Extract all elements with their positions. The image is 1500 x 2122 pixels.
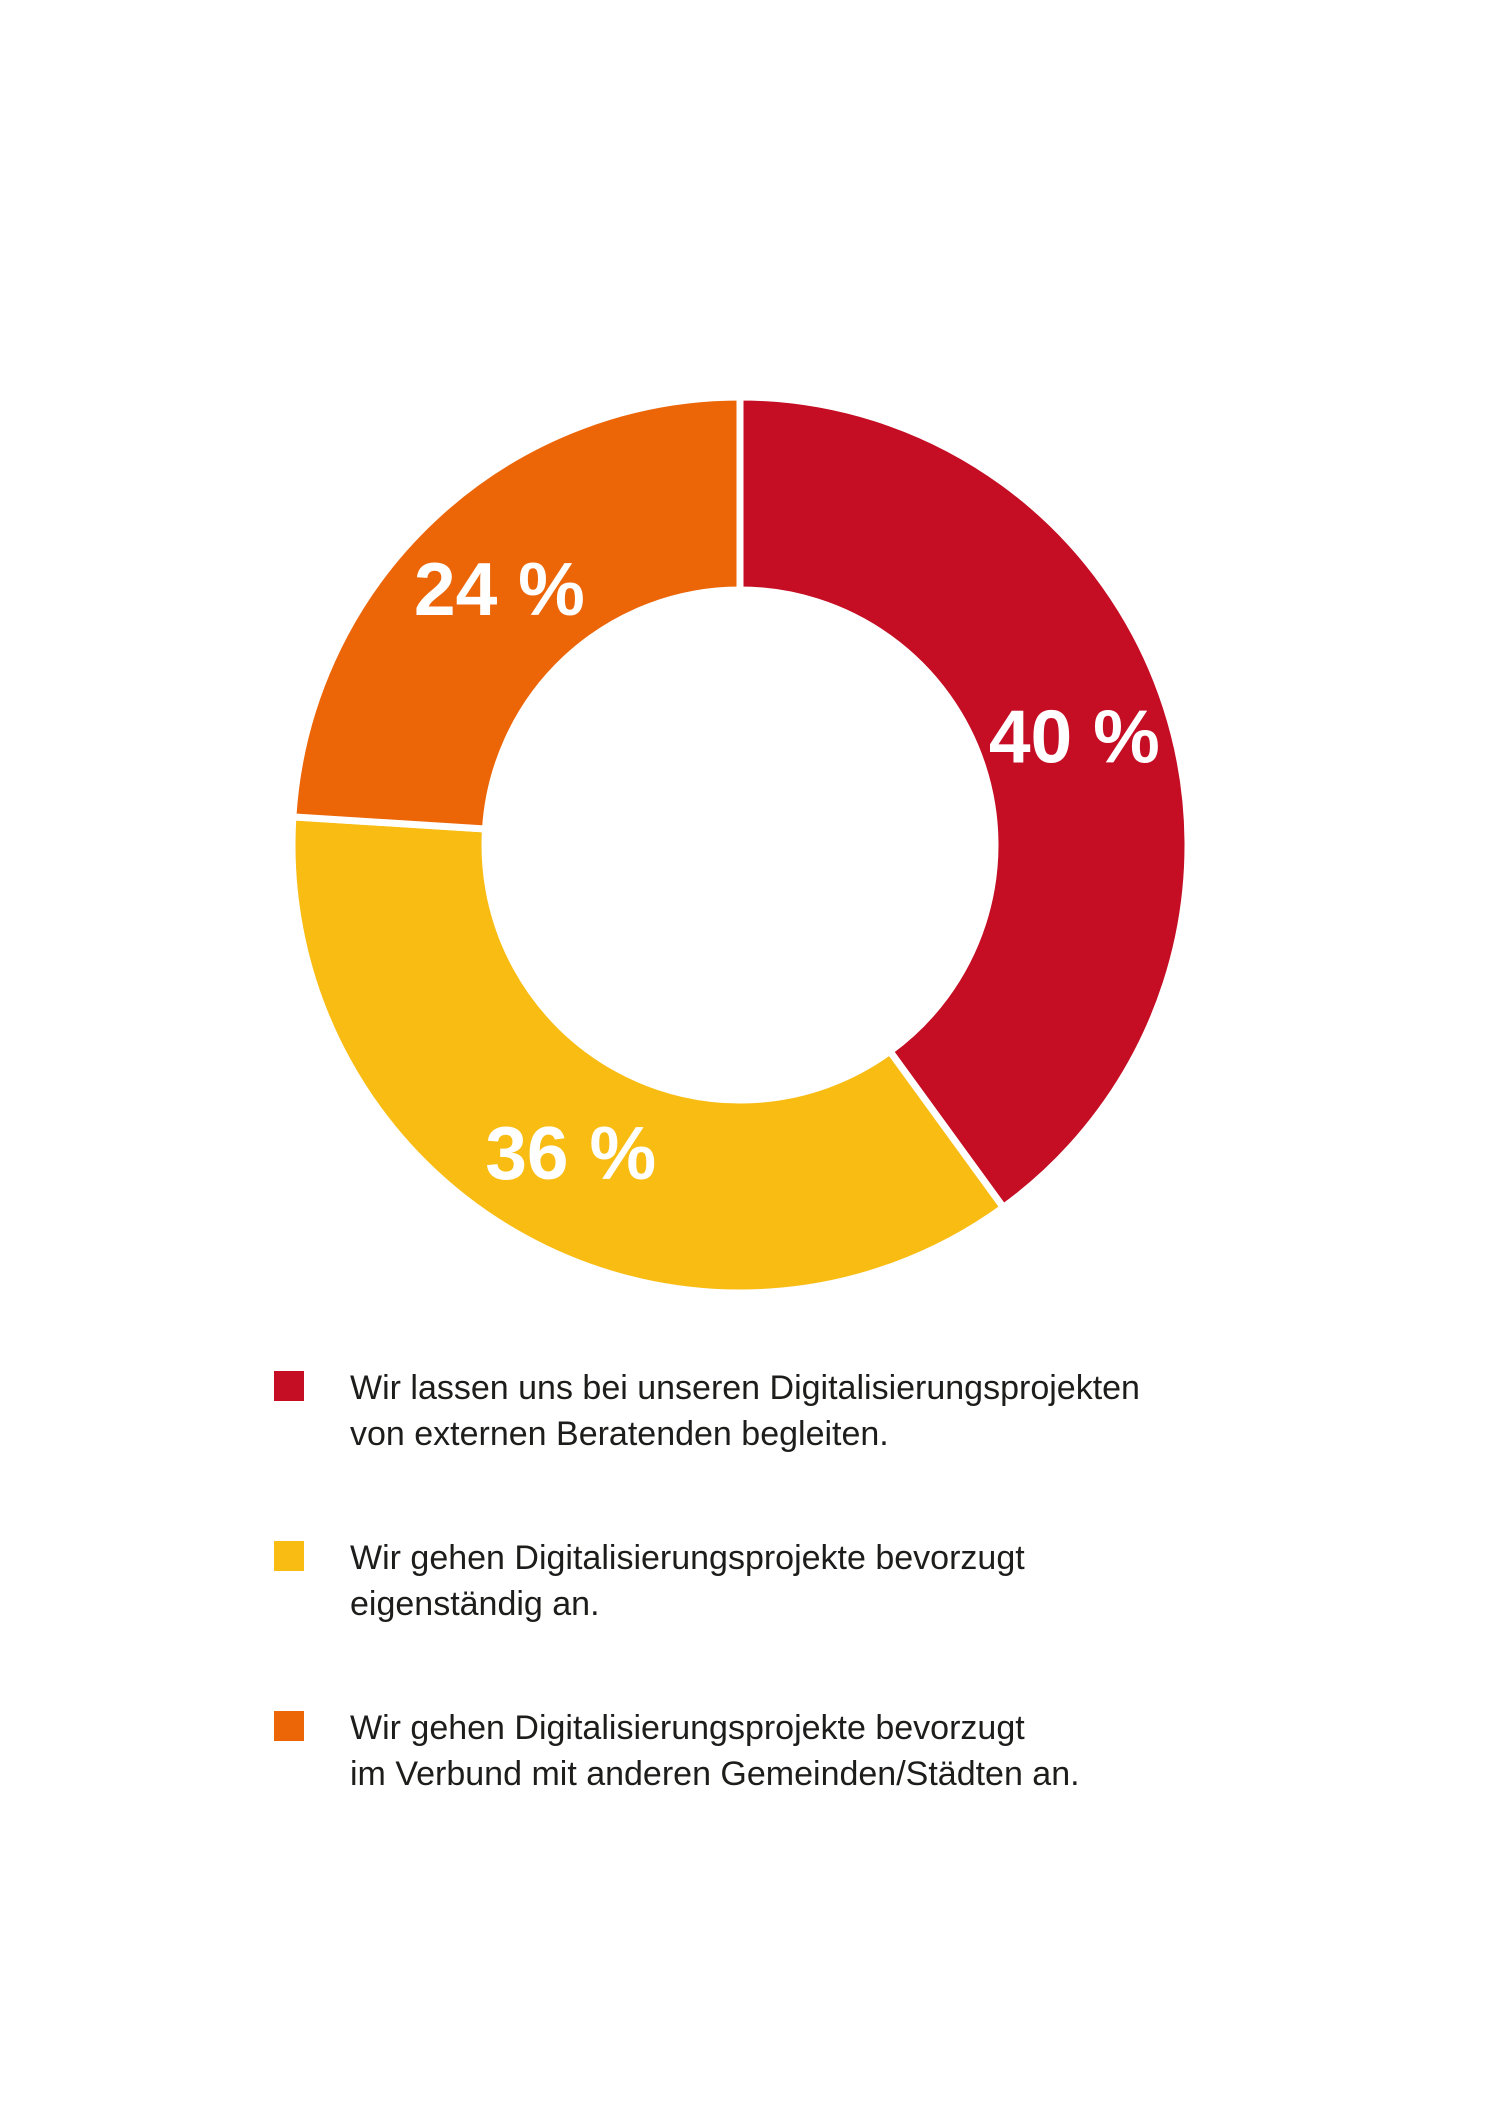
legend-label-line2: von externen Beratenden begleiten. bbox=[350, 1415, 889, 1453]
donut-chart: 40 % 36 % 24 % bbox=[288, 393, 1192, 1297]
slice-label-1: 40 % bbox=[989, 694, 1160, 778]
legend-label-line1: Wir lassen uns bei unseren Digitalisieru… bbox=[350, 1369, 1140, 1407]
legend-label-line1: Wir gehen Digitalisierungsprojekte bevor… bbox=[350, 1539, 1025, 1577]
donut-segment-1 bbox=[736, 393, 1192, 1211]
legend-label-line2: eigenständig an. bbox=[350, 1585, 600, 1623]
slice-label-3: 24 % bbox=[414, 547, 585, 631]
legend-label: Wir gehen Digitalisierungsprojekte bevor… bbox=[350, 1705, 1080, 1797]
legend-label: Wir gehen Digitalisierungsprojekte bevor… bbox=[350, 1535, 1025, 1627]
legend-label-line2: im Verbund mit anderen Gemeinden/Städten… bbox=[350, 1755, 1080, 1793]
legend-swatch-red bbox=[274, 1371, 304, 1401]
legend-item-external-consultants: Wir lassen uns bei unseren Digitalisieru… bbox=[274, 1365, 1140, 1457]
legend-swatch-yellow bbox=[274, 1541, 304, 1571]
legend: Wir lassen uns bei unseren Digitalisieru… bbox=[274, 1365, 1140, 1797]
legend-swatch-orange bbox=[274, 1711, 304, 1741]
donut-segment-3 bbox=[289, 393, 744, 833]
donut-segment-2 bbox=[288, 813, 1007, 1297]
legend-item-independent: Wir gehen Digitalisierungsprojekte bevor… bbox=[274, 1535, 1140, 1627]
legend-label: Wir lassen uns bei unseren Digitalisieru… bbox=[350, 1365, 1140, 1457]
legend-item-association: Wir gehen Digitalisierungsprojekte bevor… bbox=[274, 1705, 1140, 1797]
legend-label-line1: Wir gehen Digitalisierungsprojekte bevor… bbox=[350, 1709, 1025, 1747]
slice-label-2: 36 % bbox=[485, 1111, 656, 1195]
